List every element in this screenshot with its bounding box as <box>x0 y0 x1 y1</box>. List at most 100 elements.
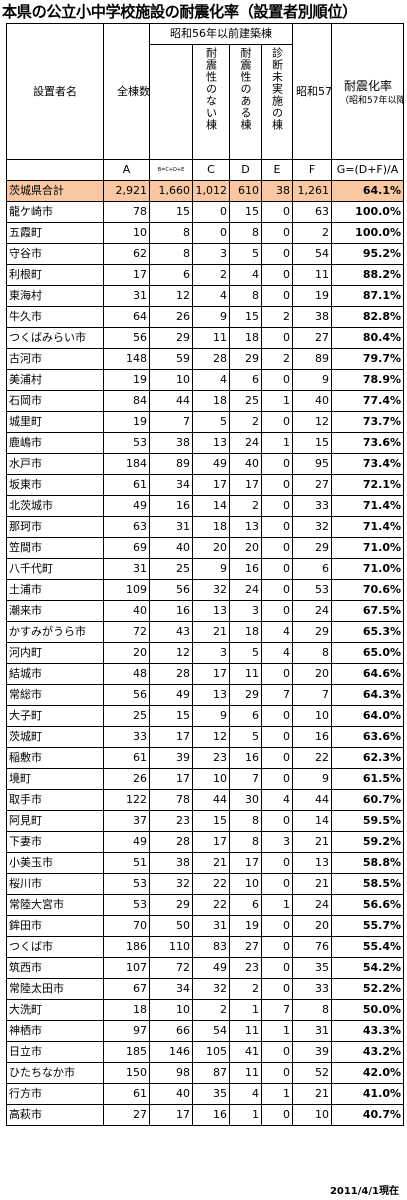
cell-f: 9 <box>292 768 332 790</box>
header-total: 全棟数 <box>103 23 150 160</box>
cell-name: 阿見町 <box>6 810 104 832</box>
cell-f: 1,261 <box>292 180 332 202</box>
cell-e: 0 <box>261 852 293 874</box>
cell-a: 72 <box>103 621 150 643</box>
cell-d: 1 <box>229 1104 262 1126</box>
table-row: 結城市 48 28 17 11 0 20 64.6% <box>6 663 404 685</box>
cell-e: 1 <box>261 1083 293 1105</box>
cell-c: 32 <box>192 579 230 601</box>
cell-g: 59.5% <box>331 810 404 832</box>
cell-a: 26 <box>103 768 150 790</box>
cell-f: 33 <box>292 495 332 517</box>
cell-g: 50.0% <box>331 999 404 1021</box>
cell-a: 33 <box>103 726 150 748</box>
cell-name: 高萩市 <box>6 1104 104 1126</box>
cell-a: 51 <box>103 852 150 874</box>
cell-d: 5 <box>229 243 262 265</box>
table-row: 鹿嶋市 53 38 13 24 1 15 73.6% <box>6 432 404 454</box>
cell-b: 15 <box>149 705 193 727</box>
cell-g: 100.0% <box>331 222 404 244</box>
cell-g: 40.7% <box>331 1104 404 1126</box>
cell-c: 1,012 <box>192 180 230 202</box>
cell-g: 43.3% <box>331 1020 404 1042</box>
table-row: 利根町 17 6 2 4 0 11 88.2% <box>6 264 404 286</box>
cell-b: 8 <box>149 222 193 244</box>
cell-c: 9 <box>192 705 230 727</box>
cell-d: 16 <box>229 747 262 769</box>
cell-f: 2 <box>292 222 332 244</box>
cell-g: 59.2% <box>331 831 404 853</box>
table-row: 石岡市 84 44 18 25 1 40 77.4% <box>6 390 404 412</box>
key-e: E <box>261 159 293 181</box>
cell-c: 3 <box>192 642 230 664</box>
table-row: つくばみらい市 56 29 11 18 0 27 80.4% <box>6 327 404 349</box>
cell-g: 61.5% <box>331 768 404 790</box>
cell-e: 0 <box>261 411 293 433</box>
cell-g: 100.0% <box>331 201 404 223</box>
cell-c: 49 <box>192 453 230 475</box>
header-name: 設置者名 <box>6 23 104 160</box>
table-row: つくば市 186 110 83 27 0 76 55.4% <box>6 936 404 958</box>
cell-e: 0 <box>261 915 293 937</box>
table-row: 大子町 25 15 9 6 0 10 64.0% <box>6 705 404 727</box>
cell-a: 49 <box>103 831 150 853</box>
header-col-d-label: 耐震性のある棟 <box>239 47 252 131</box>
cell-b: 31 <box>149 516 193 538</box>
cell-name: 常総市 <box>6 684 104 706</box>
cell-d: 40 <box>229 453 262 475</box>
key-a: A <box>103 159 150 181</box>
cell-a: 56 <box>103 684 150 706</box>
cell-d: 8 <box>229 222 262 244</box>
cell-name: つくばみらい市 <box>6 327 104 349</box>
header-row-2: 耐震性のない棟 耐震性のある棟 診断未実施の棟 <box>7 44 404 160</box>
cell-f: 10 <box>292 1104 332 1126</box>
cell-b: 17 <box>149 768 193 790</box>
cell-a: 62 <box>103 243 150 265</box>
key-c: C <box>192 159 230 181</box>
cell-name: 坂東市 <box>6 474 104 496</box>
cell-name: かすみがうら市 <box>6 621 104 643</box>
header-rate-label: 耐震化率 <box>344 78 393 93</box>
cell-b: 40 <box>149 537 193 559</box>
cell-b: 6 <box>149 264 193 286</box>
cell-c: 83 <box>192 936 230 958</box>
cell-f: 39 <box>292 1041 332 1063</box>
cell-e: 0 <box>261 978 293 1000</box>
table-row: 土浦市 109 56 32 24 0 53 70.6% <box>6 579 404 601</box>
cell-g: 80.4% <box>331 327 404 349</box>
cell-d: 16 <box>229 558 262 580</box>
cell-c: 35 <box>192 1083 230 1105</box>
cell-g: 60.7% <box>331 789 404 811</box>
cell-e: 0 <box>261 201 293 223</box>
cell-a: 148 <box>103 348 150 370</box>
cell-e: 0 <box>261 873 293 895</box>
table-row: 高萩市 27 17 16 1 0 10 40.7% <box>6 1104 404 1126</box>
header-col-f: 昭和57年以降建築棟 <box>292 23 332 160</box>
table-row: 稲敷市 61 39 23 16 0 22 62.3% <box>6 747 404 769</box>
cell-f: 89 <box>292 348 332 370</box>
cell-name: 八千代町 <box>6 558 104 580</box>
cell-name: 筑西市 <box>6 957 104 979</box>
cell-b: 43 <box>149 621 193 643</box>
cell-b: 146 <box>149 1041 193 1063</box>
cell-name: 大子町 <box>6 705 104 727</box>
cell-a: 185 <box>103 1041 150 1063</box>
cell-name: 小美玉市 <box>6 852 104 874</box>
cell-e: 0 <box>261 936 293 958</box>
cell-b: 17 <box>149 726 193 748</box>
cell-a: 184 <box>103 453 150 475</box>
cell-name: 石岡市 <box>6 390 104 412</box>
cell-b: 7 <box>149 411 193 433</box>
table-row: 守谷市 62 8 3 5 0 54 95.2% <box>6 243 404 265</box>
cell-b: 56 <box>149 579 193 601</box>
cell-a: 107 <box>103 957 150 979</box>
cell-a: 109 <box>103 579 150 601</box>
cell-g: 64.3% <box>331 684 404 706</box>
header-group: 昭和56年以前建築棟 <box>149 23 293 45</box>
cell-f: 13 <box>292 852 332 874</box>
seismic-table: 設置者名 全棟数 昭和56年以前建築棟 昭和57年以降建築棟 耐震化率 （昭和5… <box>6 23 404 1126</box>
table-row: 小美玉市 51 38 21 17 0 13 58.8% <box>6 852 404 874</box>
cell-a: 27 <box>103 1104 150 1126</box>
cell-f: 16 <box>292 726 332 748</box>
table-row: 茨城町 33 17 12 5 0 16 63.6% <box>6 726 404 748</box>
